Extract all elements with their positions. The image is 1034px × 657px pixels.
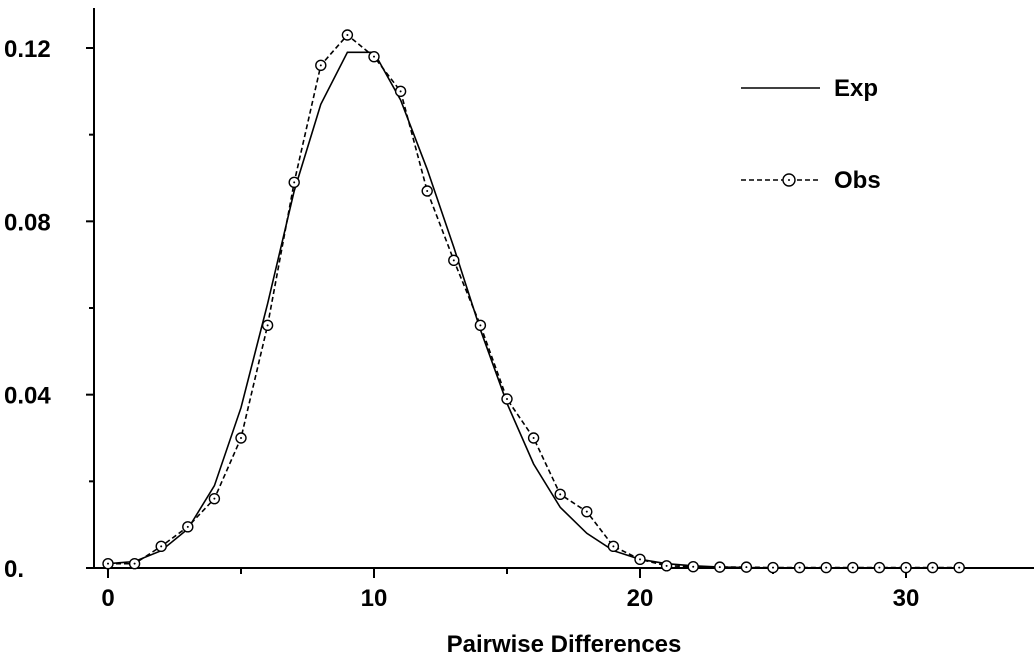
data-point-center (665, 564, 668, 567)
data-point-center (293, 181, 296, 184)
data-point-center (479, 324, 482, 327)
data-point-center (692, 565, 695, 568)
y-ticks: 0. 0.04 0.08 0.12 (4, 36, 94, 583)
y-tick-label: 0. (4, 556, 24, 583)
data-point-center (133, 562, 136, 565)
data-point-center (532, 437, 535, 439)
data-point-center (346, 34, 349, 36)
data-point-center (319, 64, 322, 67)
x-tick-label: 10 (361, 585, 388, 612)
data-point-center (160, 545, 163, 548)
data-point-center (266, 324, 269, 327)
data-point-center (240, 437, 242, 439)
data-point-center (905, 566, 907, 569)
data-point-center (506, 398, 508, 400)
data-point-center (931, 566, 934, 569)
data-point-center (958, 566, 961, 569)
legend-marker-center (788, 179, 790, 181)
y-tick-label: 0.12 (4, 36, 51, 63)
x-axis-title: Pairwise Differences (447, 631, 682, 657)
data-point-center (186, 525, 189, 528)
data-point-center (718, 566, 721, 569)
legend: Exp Obs (741, 75, 881, 194)
data-point-center (213, 497, 216, 500)
plot-area: 0. 0.04 0.08 0.12 0 10 20 30 (4, 8, 1034, 612)
data-point-center (107, 562, 109, 565)
data-point-center (745, 566, 748, 569)
data-point-center (772, 566, 774, 569)
x-tick-label: 20 (627, 585, 654, 612)
x-ticks: 0 10 20 30 (101, 568, 919, 612)
y-tick-label: 0.04 (4, 383, 51, 410)
data-point-center (825, 566, 828, 569)
x-tick-label: 0 (101, 585, 114, 612)
series-layer (102, 29, 1013, 574)
data-point-center (399, 90, 402, 93)
data-point-center (452, 259, 455, 262)
data-point-center (878, 566, 881, 569)
data-point-center (851, 566, 854, 569)
data-point-center (426, 190, 429, 192)
data-point-center (373, 55, 375, 58)
legend-label-obs: Obs (834, 167, 881, 194)
data-point-center (585, 510, 588, 513)
y-tick-label: 0.08 (4, 209, 51, 236)
data-point-center (559, 493, 562, 496)
data-point-center (798, 566, 801, 569)
data-point-center (612, 545, 615, 548)
series-line-obs (108, 33, 960, 569)
x-tick-label: 30 (893, 585, 920, 612)
legend-label-exp: Exp (834, 75, 878, 102)
data-point-center (639, 558, 641, 561)
